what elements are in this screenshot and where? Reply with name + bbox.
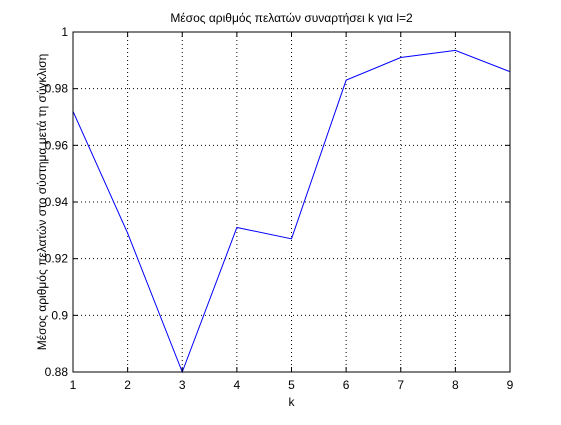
x-tick-label: 7 — [397, 378, 404, 392]
y-tick-label: 0.88 — [45, 365, 69, 379]
x-tick-label: 1 — [70, 378, 77, 392]
y-tick-label: 0.9 — [51, 308, 68, 322]
x-tick-label: 9 — [507, 378, 514, 392]
x-axis-label: k — [289, 395, 296, 409]
x-tick-label: 8 — [452, 378, 459, 392]
x-tick-label: 3 — [179, 378, 186, 392]
x-tick-label: 4 — [234, 378, 241, 392]
y-axis-label: Μέσος αριθμός πελατών στο σύστημα μετά τ… — [35, 54, 49, 351]
x-tick-label: 5 — [288, 378, 295, 392]
chart-title: Μέσος αριθμός πελατών συναρτήσει k για l… — [170, 11, 413, 25]
x-tick-label: 2 — [124, 378, 131, 392]
x-tick-label: 6 — [343, 378, 350, 392]
y-tick-label: 1 — [61, 25, 68, 39]
